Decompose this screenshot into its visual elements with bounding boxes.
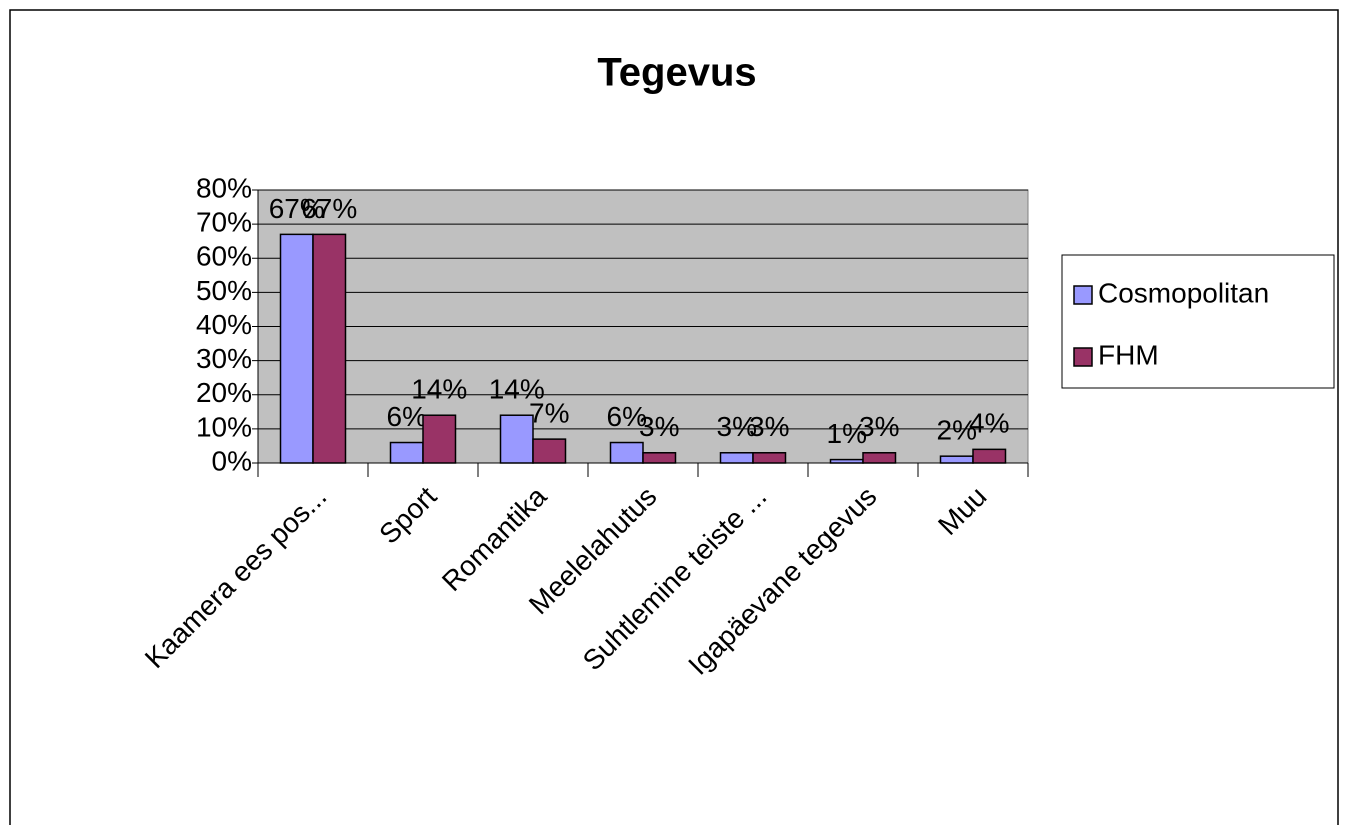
y-tick-label: 40% [196, 309, 252, 340]
y-tick-label: 70% [196, 207, 252, 238]
value-label: 6% [607, 401, 647, 432]
y-tick-label: 10% [196, 411, 252, 442]
value-label: 3% [749, 411, 789, 442]
bar [609, 441, 644, 464]
bar [862, 452, 897, 464]
chart-title: Tegevus [597, 51, 756, 95]
legend-box [1061, 254, 1335, 389]
legend-swatch [1073, 347, 1093, 367]
value-label: 3% [859, 411, 899, 442]
bar [829, 458, 864, 464]
bar [642, 452, 677, 464]
y-tick-label: 80% [196, 172, 252, 203]
y-tick-label: 50% [196, 275, 252, 306]
legend-swatch [1073, 285, 1093, 305]
bar [422, 414, 457, 464]
value-label: 67% [269, 193, 325, 224]
bar [499, 414, 534, 464]
bar [532, 438, 567, 464]
value-label: 1% [827, 418, 867, 449]
value-label: 7% [529, 398, 569, 429]
bar [312, 233, 347, 464]
legend-label: FHM [1098, 339, 1159, 370]
bar [939, 455, 974, 464]
value-label: 4% [969, 408, 1009, 439]
value-label: 3% [717, 411, 757, 442]
value-label: 6% [387, 401, 427, 432]
bar [752, 452, 787, 464]
bar [279, 233, 314, 464]
bar [389, 441, 424, 464]
y-tick-label: 20% [196, 377, 252, 408]
bar [719, 452, 754, 464]
legend-label: Cosmopolitan [1098, 277, 1269, 308]
value-label: 14% [489, 374, 545, 405]
value-label: 14% [411, 374, 467, 405]
value-label: 3% [639, 411, 679, 442]
value-label: 2% [937, 415, 977, 446]
y-tick-label: 0% [212, 445, 252, 476]
value-label: 67% [301, 193, 357, 224]
y-tick-label: 60% [196, 241, 252, 272]
y-tick-label: 30% [196, 343, 252, 374]
bar [972, 448, 1007, 464]
